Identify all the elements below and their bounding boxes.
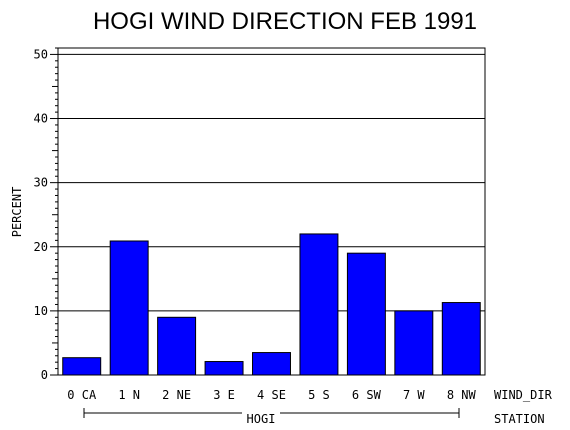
- bar-3: [204, 361, 244, 376]
- bar-7: [394, 310, 434, 376]
- x-tick-label: 7 W: [403, 388, 425, 402]
- y-axis-ticks: [50, 47, 58, 376]
- bar-4: [252, 352, 291, 376]
- bar-6: [346, 252, 386, 376]
- x-tick-label: 2 NE: [162, 388, 191, 402]
- y-tick-label: 50: [34, 47, 48, 61]
- x-tick-label: 4 SE: [257, 388, 286, 402]
- chart-title: HOGI WIND DIRECTION FEB 1991: [93, 8, 477, 35]
- bars: [62, 233, 481, 376]
- y-axis-title: PERCENT: [10, 187, 24, 238]
- bar-8: [441, 302, 481, 376]
- x-tick-label: 3 E: [213, 388, 235, 402]
- y-tick-label: 40: [34, 112, 48, 126]
- x-tick-label: 8 NW: [447, 388, 477, 402]
- y-tick-label: 30: [34, 176, 48, 190]
- bar-5: [299, 233, 339, 376]
- x-axis-title: WIND_DIR: [494, 388, 553, 402]
- plot-frame: [57, 47, 486, 376]
- x-tick-label: 6 SW: [352, 388, 382, 402]
- y-tick-label: 20: [34, 240, 48, 254]
- station-axis-title: STATION: [494, 412, 545, 426]
- bar-2: [157, 316, 197, 376]
- y-tick-label: 10: [34, 304, 48, 318]
- station-name-background: [242, 406, 280, 420]
- x-axis-category-labels: 0 CA 1 N 2 NE 3 E 4 SE 5 S 6 SW 7 W 8 NW: [67, 388, 476, 402]
- x-tick-label: 1 N: [118, 388, 140, 402]
- bar-0: [62, 357, 102, 376]
- x-tick-label: 5 S: [308, 388, 330, 402]
- y-tick-label: 0: [41, 368, 48, 382]
- x-tick-label: 0 CA: [67, 388, 97, 402]
- y-axis-tick-labels: 0 10 20 30 40 50: [34, 47, 48, 382]
- station-name: HOGI: [247, 412, 276, 426]
- bar-1: [109, 240, 149, 376]
